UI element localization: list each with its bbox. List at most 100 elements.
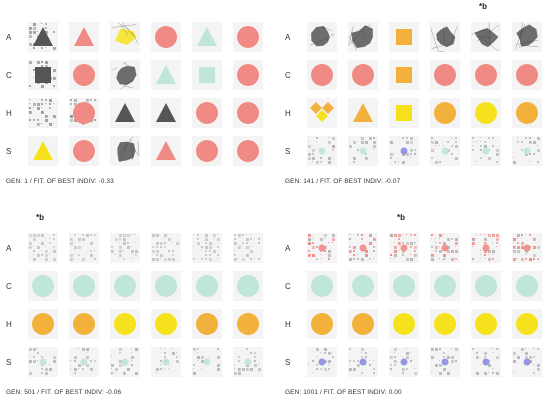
sample-cell <box>151 136 181 166</box>
sample-cell <box>430 271 460 301</box>
sample-cell <box>512 347 542 377</box>
sample-cell <box>28 22 58 52</box>
sample-cell <box>69 309 99 339</box>
sample-cell <box>110 22 140 52</box>
cell-circle-mint <box>28 271 58 301</box>
cell-noise-mint <box>512 136 542 166</box>
cell-noise-mint <box>471 136 501 166</box>
row-label-s: S <box>285 358 297 367</box>
sample-cell <box>348 98 378 128</box>
cell-circle-yellow <box>471 98 501 128</box>
sample-cell <box>151 60 181 90</box>
cell-noise-square-gray <box>28 60 58 90</box>
cell-triangle-mint <box>151 60 181 90</box>
cell-triangle-mint <box>192 22 222 52</box>
cell-circle-mint <box>430 271 460 301</box>
cell-noise-mint <box>348 136 378 166</box>
sample-cell <box>389 233 419 263</box>
cell-noise-light <box>151 233 181 263</box>
sample-cell <box>348 22 378 52</box>
sample-cell <box>471 271 501 301</box>
sample-cell <box>151 309 181 339</box>
cell-circle-yellow <box>471 309 501 339</box>
sample-cell <box>307 233 337 263</box>
cell-noise-blue <box>471 347 501 377</box>
row-label-a: A <box>285 244 297 253</box>
sample-cell <box>151 233 181 263</box>
cell-circle-orange <box>69 309 99 339</box>
cell-noise-mint <box>69 347 99 377</box>
sample-cell <box>389 136 419 166</box>
sample-cell <box>192 136 222 166</box>
generation-caption: GEN: 141 / FIT. OF BEST INDIV: -0.07 <box>285 178 400 185</box>
best-marker: *b <box>397 213 405 222</box>
cell-circle-salmon <box>69 136 99 166</box>
cell-circle-mint <box>471 271 501 301</box>
sample-cell <box>28 271 58 301</box>
cell-circle-yellow <box>110 309 140 339</box>
sample-cell <box>430 347 460 377</box>
cell-noise-light <box>192 233 222 263</box>
cell-noise-light <box>28 233 58 263</box>
row-label-c: C <box>285 282 297 291</box>
sample-cell <box>348 136 378 166</box>
sample-cell <box>430 136 460 166</box>
cell-circle-salmon <box>471 60 501 90</box>
row-label-h: H <box>285 109 297 118</box>
sample-cell <box>28 136 58 166</box>
sample-cell <box>233 60 263 90</box>
cell-noise-blue <box>389 136 419 166</box>
cell-noise-salmon <box>307 233 337 263</box>
sample-cell <box>28 233 58 263</box>
sample-cell <box>69 22 99 52</box>
sample-cell <box>28 60 58 90</box>
cell-circle-yellow <box>389 309 419 339</box>
sample-cell <box>348 271 378 301</box>
sample-cell <box>151 271 181 301</box>
sample-cell <box>28 98 58 128</box>
sample-cell <box>151 347 181 377</box>
row-label-h: H <box>6 320 18 329</box>
cell-noise-salmon <box>430 233 460 263</box>
cell-triangle-orange <box>348 98 378 128</box>
generation-caption: GEN: 501 / FIT. OF BEST INDIV: -0.06 <box>6 389 121 396</box>
cell-circle-salmon <box>233 22 263 52</box>
cell-blob-gray <box>307 22 337 52</box>
cell-blob-gray <box>348 22 378 52</box>
cell-noise-mint <box>110 347 140 377</box>
cell-blob-yellow <box>110 22 140 52</box>
sample-cell <box>430 60 460 90</box>
generation-caption: GEN: 1 / FIT. OF BEST INDIV: -0.33 <box>6 178 114 185</box>
cell-circle-salmon <box>233 98 263 128</box>
sample-cell <box>233 98 263 128</box>
cell-noise-blue <box>430 347 460 377</box>
sample-cell <box>110 136 140 166</box>
sample-cell <box>389 347 419 377</box>
cell-circle-orange <box>307 309 337 339</box>
sample-cell <box>512 136 542 166</box>
cell-noise-salmon <box>471 233 501 263</box>
cell-triangle-salmon <box>151 136 181 166</box>
sample-cell <box>192 98 222 128</box>
sample-cell <box>69 136 99 166</box>
cell-circle-mint <box>192 271 222 301</box>
cell-noise-light <box>110 233 140 263</box>
cell-circle-salmon <box>348 60 378 90</box>
cell-noise-salmon <box>512 233 542 263</box>
cell-blob-gray <box>512 22 542 52</box>
cell-blob-gray <box>430 22 460 52</box>
sample-cell <box>69 60 99 90</box>
sample-cell <box>233 309 263 339</box>
cell-noise-gray <box>28 98 58 128</box>
sample-cell <box>348 60 378 90</box>
sample-cell <box>307 22 337 52</box>
cell-blob-gray <box>110 136 140 166</box>
row-label-s: S <box>6 147 18 156</box>
sample-cell <box>307 136 337 166</box>
sample-cell <box>233 233 263 263</box>
cell-noise-blue <box>307 347 337 377</box>
cell-circle-salmon <box>69 60 99 90</box>
cell-circle-salmon <box>307 60 337 90</box>
sample-cell <box>110 271 140 301</box>
